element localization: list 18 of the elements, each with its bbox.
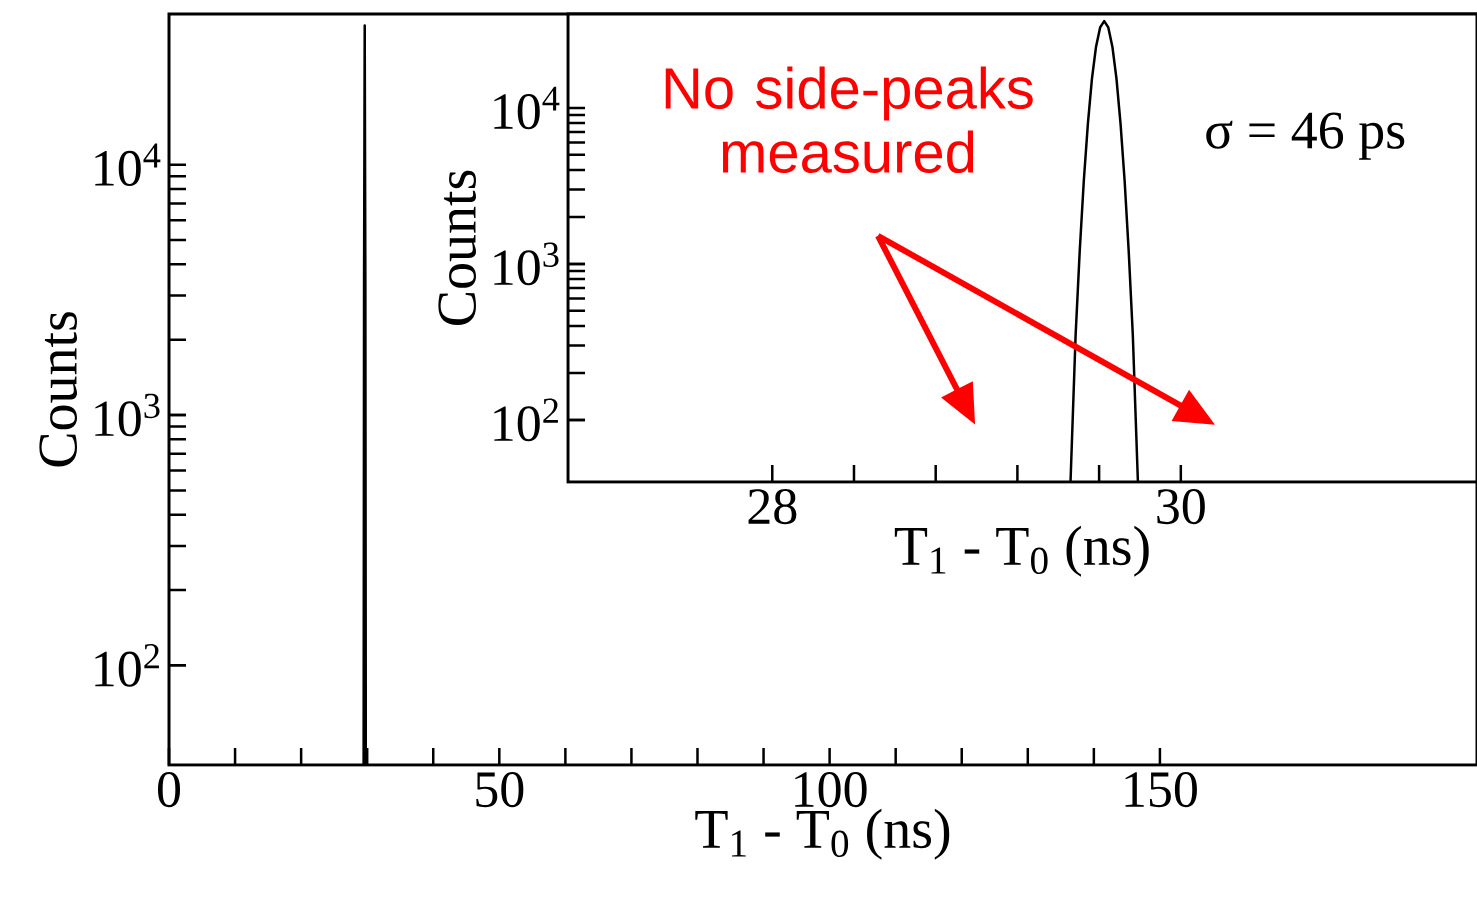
y-tick-label: 10$^{2}$ <box>95 644 159 687</box>
x-tick-label: 28 <box>748 489 797 525</box>
y-tick-label: 10$^{4}$ <box>494 86 560 130</box>
x-tick-label: 0 <box>157 772 181 808</box>
x-tick-label: 50 <box>476 772 524 808</box>
annotation: No side-peaks measured <box>665 66 1033 174</box>
x-tick-label: 150 <box>1125 772 1197 808</box>
annotation: σ = 46 ps <box>1206 112 1405 160</box>
y-tick-label: 10$^{3}$ <box>494 242 559 286</box>
y-axis-title: Counts <box>39 312 77 467</box>
x-tick-label: 100 <box>795 772 867 808</box>
y-axis-title: Counts <box>438 170 476 326</box>
y-tick-label: 10$^{3}$ <box>95 393 160 437</box>
x-axis-title: T$_{1}$ - T$_{0}$ (ns) <box>695 808 950 860</box>
x-axis-title: T$_{1}$ - T$_{0}$ (ns) <box>894 525 1149 577</box>
x-tick-label: 30 <box>1157 489 1205 525</box>
y-tick-label: 10$^{4}$ <box>95 143 161 186</box>
y-tick-label: 10$^{2}$ <box>494 398 558 442</box>
